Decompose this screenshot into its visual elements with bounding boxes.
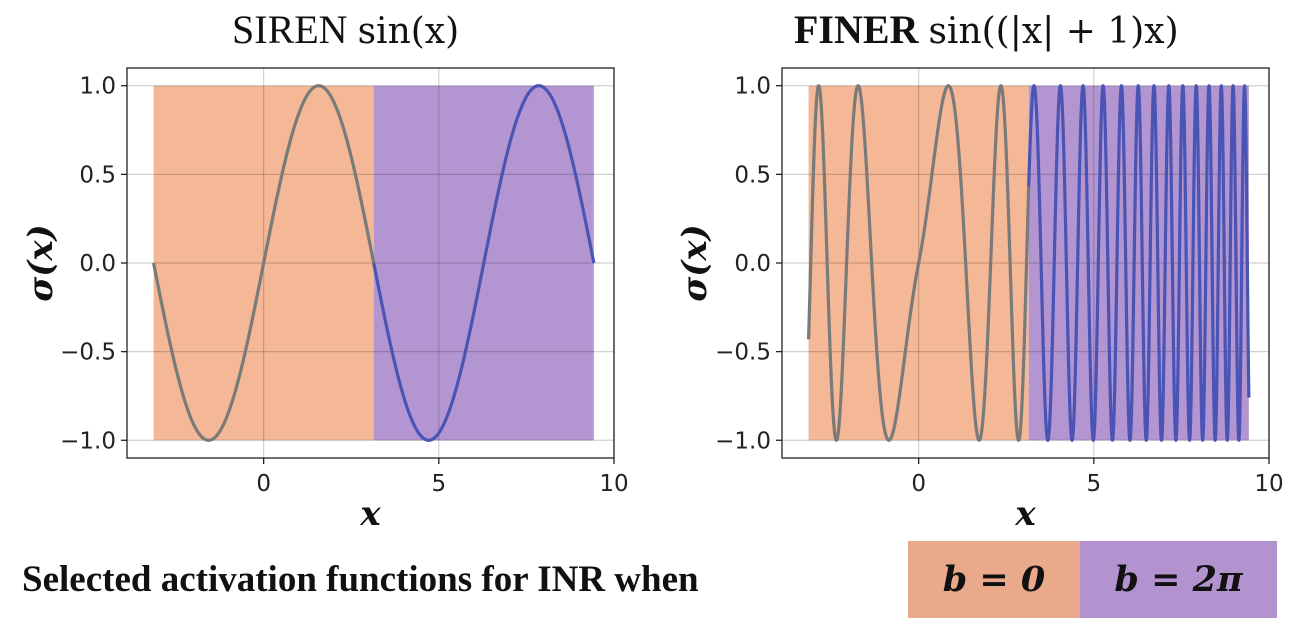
y-tick-label: −1.0 [60,428,116,454]
y-tick-label: 0.0 [734,251,771,277]
y-tick-label: 1.0 [734,74,771,100]
legend-label: b = 2π [1114,559,1243,600]
x-tick-label: 10 [1254,471,1283,497]
series-line-1 [372,84,596,442]
series-line-0 [152,84,376,442]
x-tick-label: 10 [599,471,628,497]
y-tick-label: 0.5 [79,162,116,188]
y-tick-label: −1.0 [715,428,771,454]
series-line-0 [806,84,1031,442]
x-axis-label: x [1014,494,1036,534]
x-tick-label: 5 [1086,471,1101,497]
series-line-1 [1027,84,1251,442]
legend-entry-b2pi: b = 2π [1080,541,1277,618]
title-name: FINER [794,7,919,52]
y-tick-label: −0.5 [715,340,771,366]
title-name: SIREN [232,7,348,52]
x-tick-label: 0 [911,471,926,497]
x-tick-label: 0 [256,471,271,497]
title-function: sin(x) [357,11,460,52]
x-axis-label: x [359,494,381,534]
y-tick-label: 0.0 [79,251,116,277]
title-function: sin((|x| + 1)x) [928,11,1179,52]
chart-title-finer: FINER sin((|x| + 1)x) [794,6,1179,53]
figure-caption: Selected activation functions for INR wh… [22,559,699,600]
legend-entry-b0: b = 0 [908,541,1080,618]
y-tick-label: −0.5 [60,340,116,366]
y-tick-label: 0.5 [734,162,771,188]
x-tick-label: 5 [431,471,446,497]
y-axis-label: σ(x) [675,224,715,302]
y-tick-label: 1.0 [79,74,116,100]
legend-label: b = 0 [942,559,1046,600]
chart-title-siren: SIREN sin(x) [232,6,459,53]
y-axis-label: σ(x) [21,224,61,302]
